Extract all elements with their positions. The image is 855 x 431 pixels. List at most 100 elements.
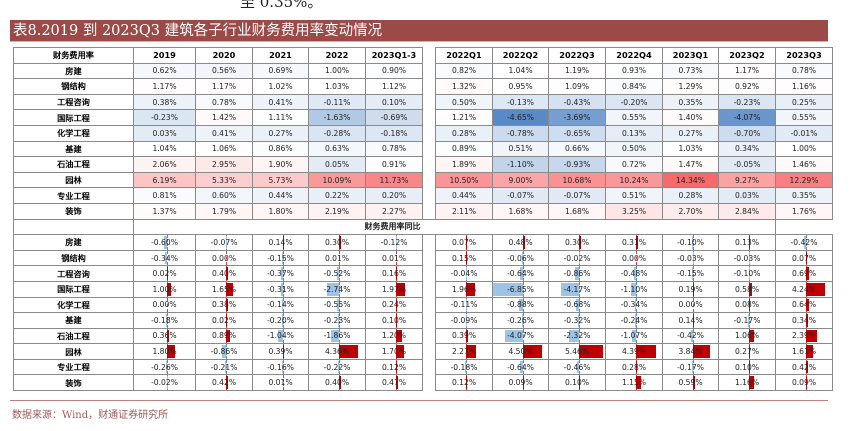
rate-cell: 0.51% <box>492 140 549 158</box>
yoy-cell: -1.10% <box>605 280 663 298</box>
bar-axis <box>522 251 524 265</box>
negative-data-bar <box>165 360 167 374</box>
yoy-cell: -0.42% <box>662 327 719 345</box>
bar-axis <box>396 235 398 250</box>
yoy-value: 0.36% <box>152 331 177 341</box>
bar-axis <box>806 235 808 250</box>
rate-cell: 0.35% <box>775 187 833 204</box>
yoy-value: 0.34% <box>791 315 817 325</box>
yoy-cell: -1.07% <box>605 327 663 345</box>
rate-cell: 1.37% <box>133 202 196 220</box>
bar-axis <box>522 329 524 343</box>
rate-cell: 5.73% <box>252 171 309 189</box>
positive-data-bar <box>466 376 467 390</box>
yoy-cell: 0.07% <box>435 234 493 251</box>
spacer-cell <box>422 94 436 110</box>
row-label: 房建 <box>13 62 134 80</box>
yoy-cell: -0.24% <box>605 312 663 329</box>
expense-ratio-table: 财务费用率 2019 2020 2021 2022 2023Q1-3 2022Q1 2022Q… <box>13 47 833 392</box>
negative-data-bar <box>634 298 637 312</box>
yoy-value: 0.09% <box>508 378 533 388</box>
positive-data-bar <box>692 376 696 390</box>
positive-data-bar <box>166 282 172 296</box>
yoy-cell: -0.86% <box>548 265 606 282</box>
bar-axis <box>166 360 168 374</box>
yoy-value: 0.64% <box>791 300 817 310</box>
yoy-value: 2.27% <box>451 347 477 357</box>
yoy-cell: 0.00% <box>605 249 663 267</box>
negative-data-bar <box>222 345 227 358</box>
bar-axis <box>579 266 581 281</box>
positive-data-bar <box>166 329 169 343</box>
yoy-cell: 0.42% <box>195 374 253 392</box>
rate-row: 专业工程 0.81% 0.60% 0.44% 0.22% 0.20% 0.44% -0.07%… <box>13 187 833 204</box>
yoy-value: 0.10% <box>381 315 407 325</box>
rate-cell: 10.50% <box>435 171 493 189</box>
empty-cell <box>13 218 134 236</box>
bar-axis <box>166 235 168 250</box>
rate-cell: 0.35% <box>662 93 719 111</box>
rate-cell: 0.50% <box>435 93 493 111</box>
row-label: 化学工程 <box>13 124 134 142</box>
bar-axis <box>806 251 808 265</box>
yoy-value: 0.00% <box>621 253 647 263</box>
yoy-cell: 0.16% <box>365 265 423 282</box>
yoy-cell: -0.88% <box>492 296 549 314</box>
bar-axis <box>636 282 638 297</box>
rate-cell: 0.28% <box>662 187 719 204</box>
positive-data-bar <box>466 329 468 343</box>
rate-cell: 2.70% <box>662 202 719 220</box>
negative-data-bar <box>569 329 580 343</box>
yoy-value: 0.09% <box>791 378 817 388</box>
rate-cell: -3.69% <box>548 109 606 126</box>
yoy-value: -6.85% <box>507 284 534 294</box>
positive-data-bar <box>396 345 404 358</box>
bar-axis <box>579 282 581 297</box>
rate-row: 工程咨询 0.38% 0.78% 0.41% -0.11% 0.10% 0.50% -0.13… <box>13 93 833 111</box>
bar-axis <box>579 329 581 343</box>
spacer-cell <box>422 359 436 375</box>
rate-cell: 0.10% <box>365 93 423 111</box>
rate-cell: 1.42% <box>195 109 253 126</box>
bar-axis <box>692 360 694 374</box>
rate-cell: 1.89% <box>435 156 493 173</box>
yoy-value: 0.12% <box>451 378 477 388</box>
row-label: 石油工程 <box>13 156 134 173</box>
positive-data-bar <box>226 267 228 280</box>
rate-cell: 0.62% <box>133 62 196 80</box>
positive-data-bar <box>692 282 694 296</box>
positive-data-bar <box>636 236 638 249</box>
rate-cell: -0.11% <box>308 93 366 111</box>
yoy-section-title: 财务费用率同比 <box>133 218 423 236</box>
rate-cell: 2.19% <box>308 202 366 220</box>
yoy-cell: 0.09% <box>775 374 833 392</box>
rate-cell: 0.50% <box>605 140 663 158</box>
yoy-value: -0.16% <box>267 362 294 372</box>
yoy-value: -0.02% <box>563 253 591 263</box>
row-label: 专业工程 <box>13 187 134 204</box>
yoy-cell: -0.55% <box>308 296 366 314</box>
bar-axis <box>466 266 468 281</box>
rate-cell: 0.55% <box>605 109 663 126</box>
positive-data-bar <box>806 298 810 312</box>
yoy-cell: -2.74% <box>308 280 366 298</box>
yoy-cell: -0.46% <box>548 358 606 376</box>
spacer-cell <box>422 281 436 297</box>
rate-cell: 0.78% <box>365 140 423 158</box>
yoy-cell: 0.24% <box>365 296 423 314</box>
rate-cell: 0.81% <box>133 187 196 204</box>
yoy-value: 0.39% <box>451 331 477 341</box>
spacer-cell <box>422 374 436 391</box>
yoy-value: 2.39% <box>791 331 817 341</box>
rate-cell: 1.68% <box>492 202 549 220</box>
row-label: 基建 <box>13 140 134 158</box>
negative-data-bar <box>395 236 397 249</box>
column-header: 2020 <box>195 47 253 64</box>
yoy-cell: 0.69% <box>775 265 833 282</box>
bar-axis <box>692 235 694 250</box>
yoy-cell: 1.70% <box>365 343 423 360</box>
yoy-value: -0.10% <box>677 237 704 247</box>
rate-row: 房建 0.62% 0.56% 0.69% 1.00% 0.90% 0.82% 1.04% 1.1… <box>13 62 833 80</box>
rate-cell: 0.25% <box>775 93 833 111</box>
row-label: 钢结构 <box>13 78 134 95</box>
